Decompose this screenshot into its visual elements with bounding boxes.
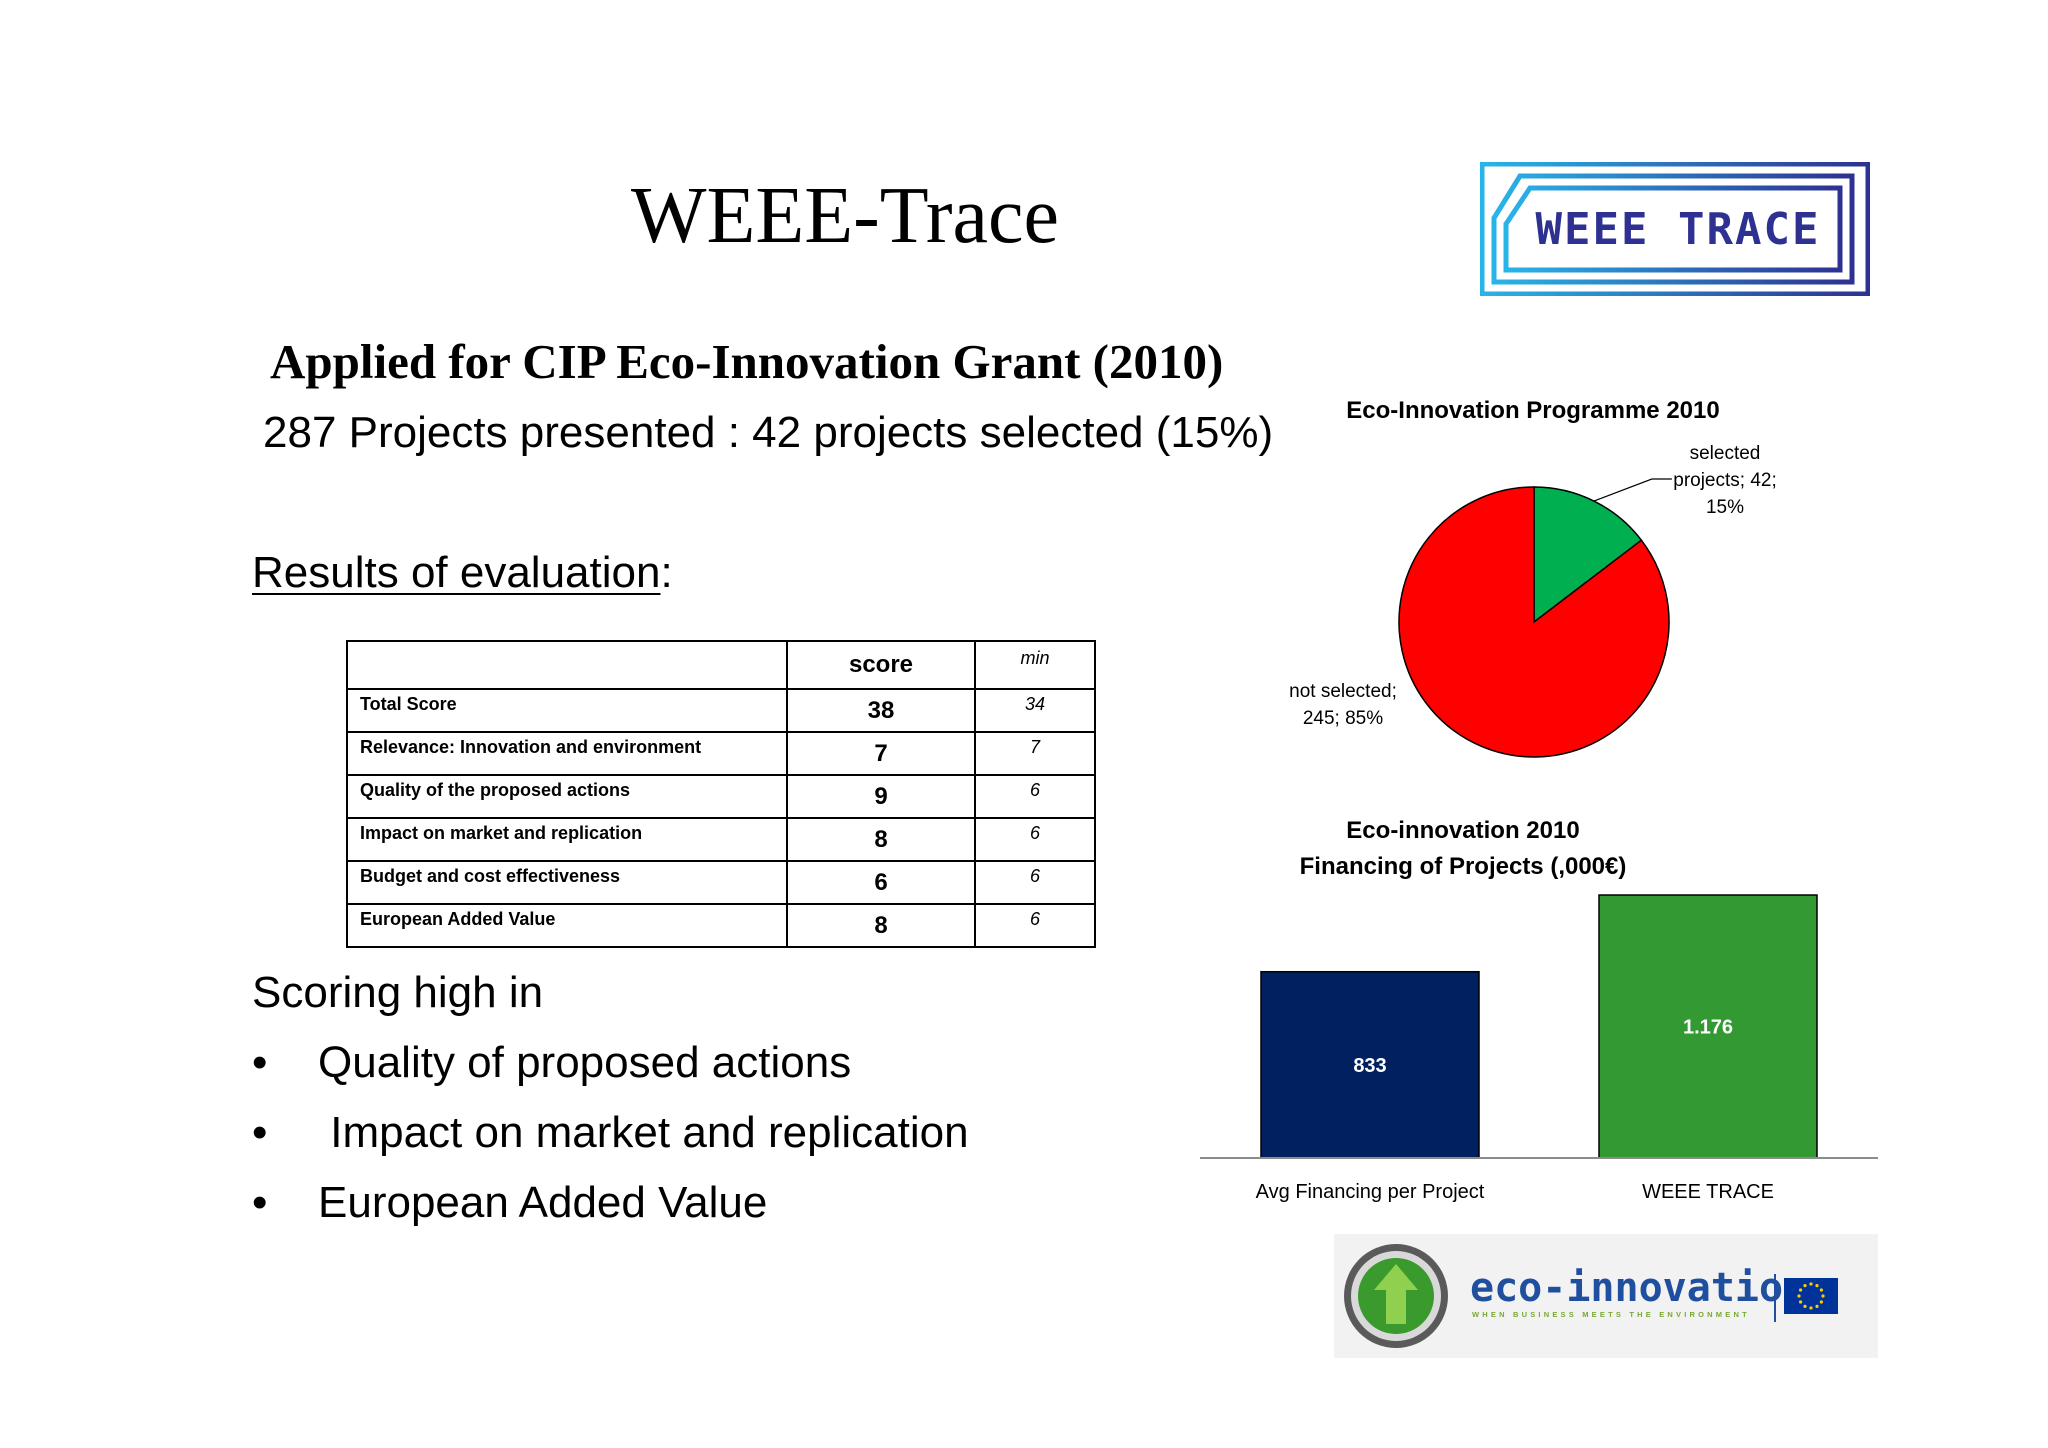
projects-summary: 287 Projects presented : 42 projects sel… xyxy=(263,408,1274,457)
criterion-cell: Quality of the proposed actions xyxy=(346,774,788,819)
criterion-cell: European Added Value xyxy=(346,903,788,948)
eu-star xyxy=(1819,1300,1823,1304)
min-cell: 6 xyxy=(974,774,1096,819)
weee-trace-logo: WEEE TRACE xyxy=(1480,162,1870,296)
score-cell: 7 xyxy=(786,731,976,776)
scoring-heading: Scoring high in xyxy=(252,968,544,1017)
eu-star xyxy=(1809,1282,1813,1286)
eu-star xyxy=(1815,1284,1819,1288)
eu-star xyxy=(1815,1304,1819,1308)
table-row: Impact on market and replication 8 6 xyxy=(346,817,1096,862)
bullet-dot: • xyxy=(252,1108,268,1157)
eco-brand-text: eco-innovation xyxy=(1470,1265,1807,1311)
bullet-text: Quality of proposed actions xyxy=(318,1038,852,1087)
bullet-dot: • xyxy=(252,1038,268,1087)
pie-slice xyxy=(1398,486,1670,758)
min-cell: 6 xyxy=(974,860,1096,905)
pie-slice xyxy=(1533,486,1643,624)
score-cell: 8 xyxy=(786,903,976,948)
pie-data-label: 245; 85% xyxy=(1303,708,1383,729)
min-cell: 7 xyxy=(974,731,1096,776)
score-cell: 8 xyxy=(786,817,976,862)
subtitle: Applied for CIP Eco-Innovation Grant (20… xyxy=(270,334,1224,389)
pie-chart: Eco-Innovation Programme 2010 selected pr… xyxy=(1289,397,1777,758)
bar-category-label: Avg Financing per Project xyxy=(1256,1181,1485,1203)
eu-star xyxy=(1821,1294,1825,1298)
eu-star xyxy=(1803,1284,1807,1288)
logo-text: WEEE TRACE xyxy=(1536,204,1821,255)
score-cell: 9 xyxy=(786,774,976,819)
bar-value-label: 1.176 xyxy=(1683,1017,1733,1039)
table-row: Relevance: Innovation and environment 7 7 xyxy=(346,731,1096,776)
eco-innovation-logo: eco-innovation WHEN BUSINESS MEETS THE E… xyxy=(1334,1234,1878,1358)
table-row: European Added Value 8 6 xyxy=(346,903,1096,948)
bar-category-label: WEEE TRACE xyxy=(1642,1181,1774,1203)
criterion-cell: Impact on market and replication xyxy=(346,817,788,862)
slide-title: WEEE-Trace xyxy=(631,172,1059,260)
bar-title-line-1: Eco-innovation 2010 xyxy=(1346,817,1579,844)
header-criterion xyxy=(346,640,788,690)
table-row: Quality of the proposed actions 9 6 xyxy=(346,774,1096,819)
pie-data-label: not selected; xyxy=(1289,681,1397,702)
min-cell: 6 xyxy=(974,817,1096,862)
eu-star xyxy=(1799,1300,1803,1304)
results-heading-text: Results of evaluation xyxy=(252,548,661,597)
table-row: Budget and cost effectiveness 6 6 xyxy=(346,860,1096,905)
evaluation-table: score min Total Score 38 34 Relevance: Inn… xyxy=(346,640,1096,948)
eco-arrow-icon xyxy=(1344,1244,1448,1348)
bullet-dot: • xyxy=(252,1178,268,1227)
pie-data-label: projects; 42; xyxy=(1673,470,1777,491)
bar-chart: Eco-innovation 2010 Financing of Project… xyxy=(1200,817,1878,1203)
pie-leader-line xyxy=(1593,478,1672,502)
header-score: score xyxy=(786,640,976,690)
pie-data-label: 15% xyxy=(1706,497,1744,518)
score-cell: 38 xyxy=(786,688,976,733)
criterion-cell: Relevance: Innovation and environment xyxy=(346,731,788,776)
bullet-item: • Quality of proposed actions xyxy=(252,1036,1052,1090)
min-cell: 6 xyxy=(974,903,1096,948)
bullet-text: Impact on market and replication xyxy=(318,1108,969,1157)
eco-tagline: WHEN BUSINESS MEETS THE ENVIRONMENT xyxy=(1472,1310,1750,1319)
pie-title: Eco-Innovation Programme 2010 xyxy=(1346,397,1719,424)
pie-data-label: selected xyxy=(1690,443,1761,464)
bullet-item: • European Added Value xyxy=(252,1176,1052,1230)
bullet-text: European Added Value xyxy=(318,1178,768,1227)
min-cell: 34 xyxy=(974,688,1096,733)
criterion-cell: Total Score xyxy=(346,688,788,733)
bullet-item: • Impact on market and replication xyxy=(252,1106,1052,1160)
results-heading-colon: : xyxy=(660,548,673,597)
eu-star xyxy=(1797,1294,1801,1298)
eu-star xyxy=(1803,1304,1807,1308)
table-row: Total Score 38 34 xyxy=(346,688,1096,733)
eu-star xyxy=(1809,1306,1813,1310)
bar-value-label: 833 xyxy=(1353,1055,1386,1077)
eu-star xyxy=(1799,1288,1803,1292)
bar-title-line-2: Financing of Projects (,000€) xyxy=(1300,853,1627,880)
results-heading: Results of evaluation: xyxy=(252,546,673,600)
score-cell: 6 xyxy=(786,860,976,905)
table-header-row: score min xyxy=(346,640,1096,690)
header-min: min xyxy=(974,640,1096,690)
eu-star xyxy=(1819,1288,1823,1292)
eu-flag-icon xyxy=(1784,1278,1838,1314)
criterion-cell: Budget and cost effectiveness xyxy=(346,860,788,905)
bar xyxy=(1598,894,1818,1159)
